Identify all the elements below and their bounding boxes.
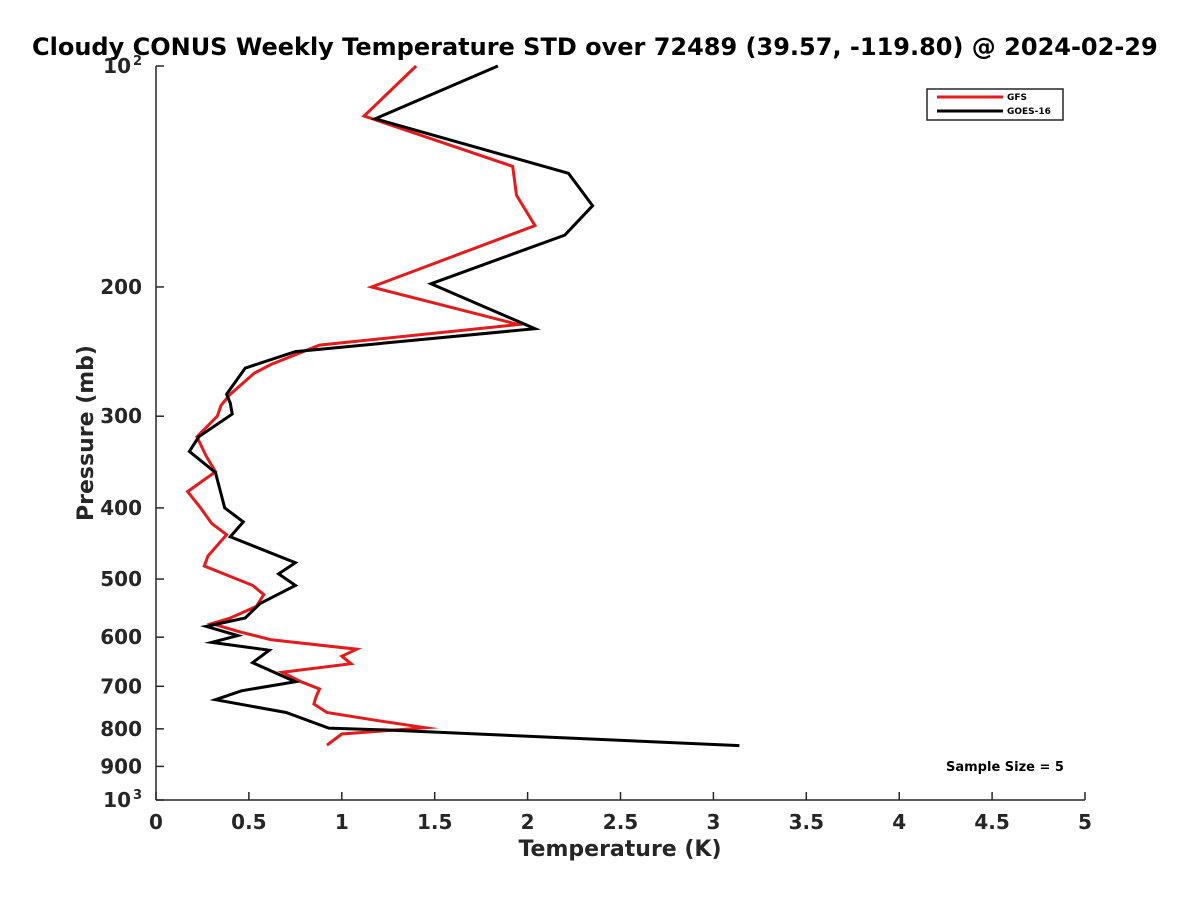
x-tick-label: 1.5 xyxy=(417,810,452,834)
y-axis-label: Pressure (mb) xyxy=(74,345,99,521)
sample-size-annotation: Sample Size = 5 xyxy=(946,760,1064,775)
y-tick-label: 800 xyxy=(100,717,142,741)
legend-label: GOES-16 xyxy=(1007,107,1051,117)
x-tick-label: 4 xyxy=(892,810,906,834)
legend-label: GFS xyxy=(1007,93,1027,103)
x-tick-label: 2.5 xyxy=(603,810,638,834)
y-tick-label: 10 xyxy=(103,54,131,78)
x-tick-label: 3 xyxy=(706,810,720,834)
y-tick-label: 10 xyxy=(103,788,131,812)
x-axis-label: Temperature (K) xyxy=(518,837,721,862)
x-tick-label: 0.5 xyxy=(231,810,266,834)
y-tick-label: 200 xyxy=(100,275,142,299)
legend-box xyxy=(926,88,1064,121)
x-tick-label: 2 xyxy=(521,810,535,834)
y-tick-label: 500 xyxy=(100,567,142,591)
series-line-goes-16 xyxy=(187,64,740,748)
x-tick-label: 4.5 xyxy=(974,810,1009,834)
x-tick-label: 3.5 xyxy=(789,810,824,834)
x-ticks: 0 0.5 1 1.5 2 2.5 3 3.5 4 4.5 5 xyxy=(149,792,1092,834)
plot-area: 0 0.5 1 1.5 2 2.5 3 3.5 4 4.5 5 10 2200300400500600… xyxy=(100,54,1092,834)
y-tick-label: 700 xyxy=(100,674,142,698)
chart-title: Cloudy CONUS Weekly Temperature STD over… xyxy=(32,33,1158,61)
y-tick-label: 900 xyxy=(100,754,142,778)
y-tick-exponent: 3 xyxy=(133,788,142,803)
series-line-gfs xyxy=(185,64,538,747)
series-lines xyxy=(185,64,740,748)
y-tick-label: 300 xyxy=(100,404,142,428)
y-tick-exponent: 2 xyxy=(133,54,142,69)
x-tick-label: 1 xyxy=(335,810,349,834)
legend: GFS GOES-16 xyxy=(926,88,1064,121)
x-tick-label: 0 xyxy=(149,810,163,834)
y-tick-label: 600 xyxy=(100,625,142,649)
y-tick-label: 400 xyxy=(100,496,142,520)
x-tick-label: 5 xyxy=(1078,810,1092,834)
